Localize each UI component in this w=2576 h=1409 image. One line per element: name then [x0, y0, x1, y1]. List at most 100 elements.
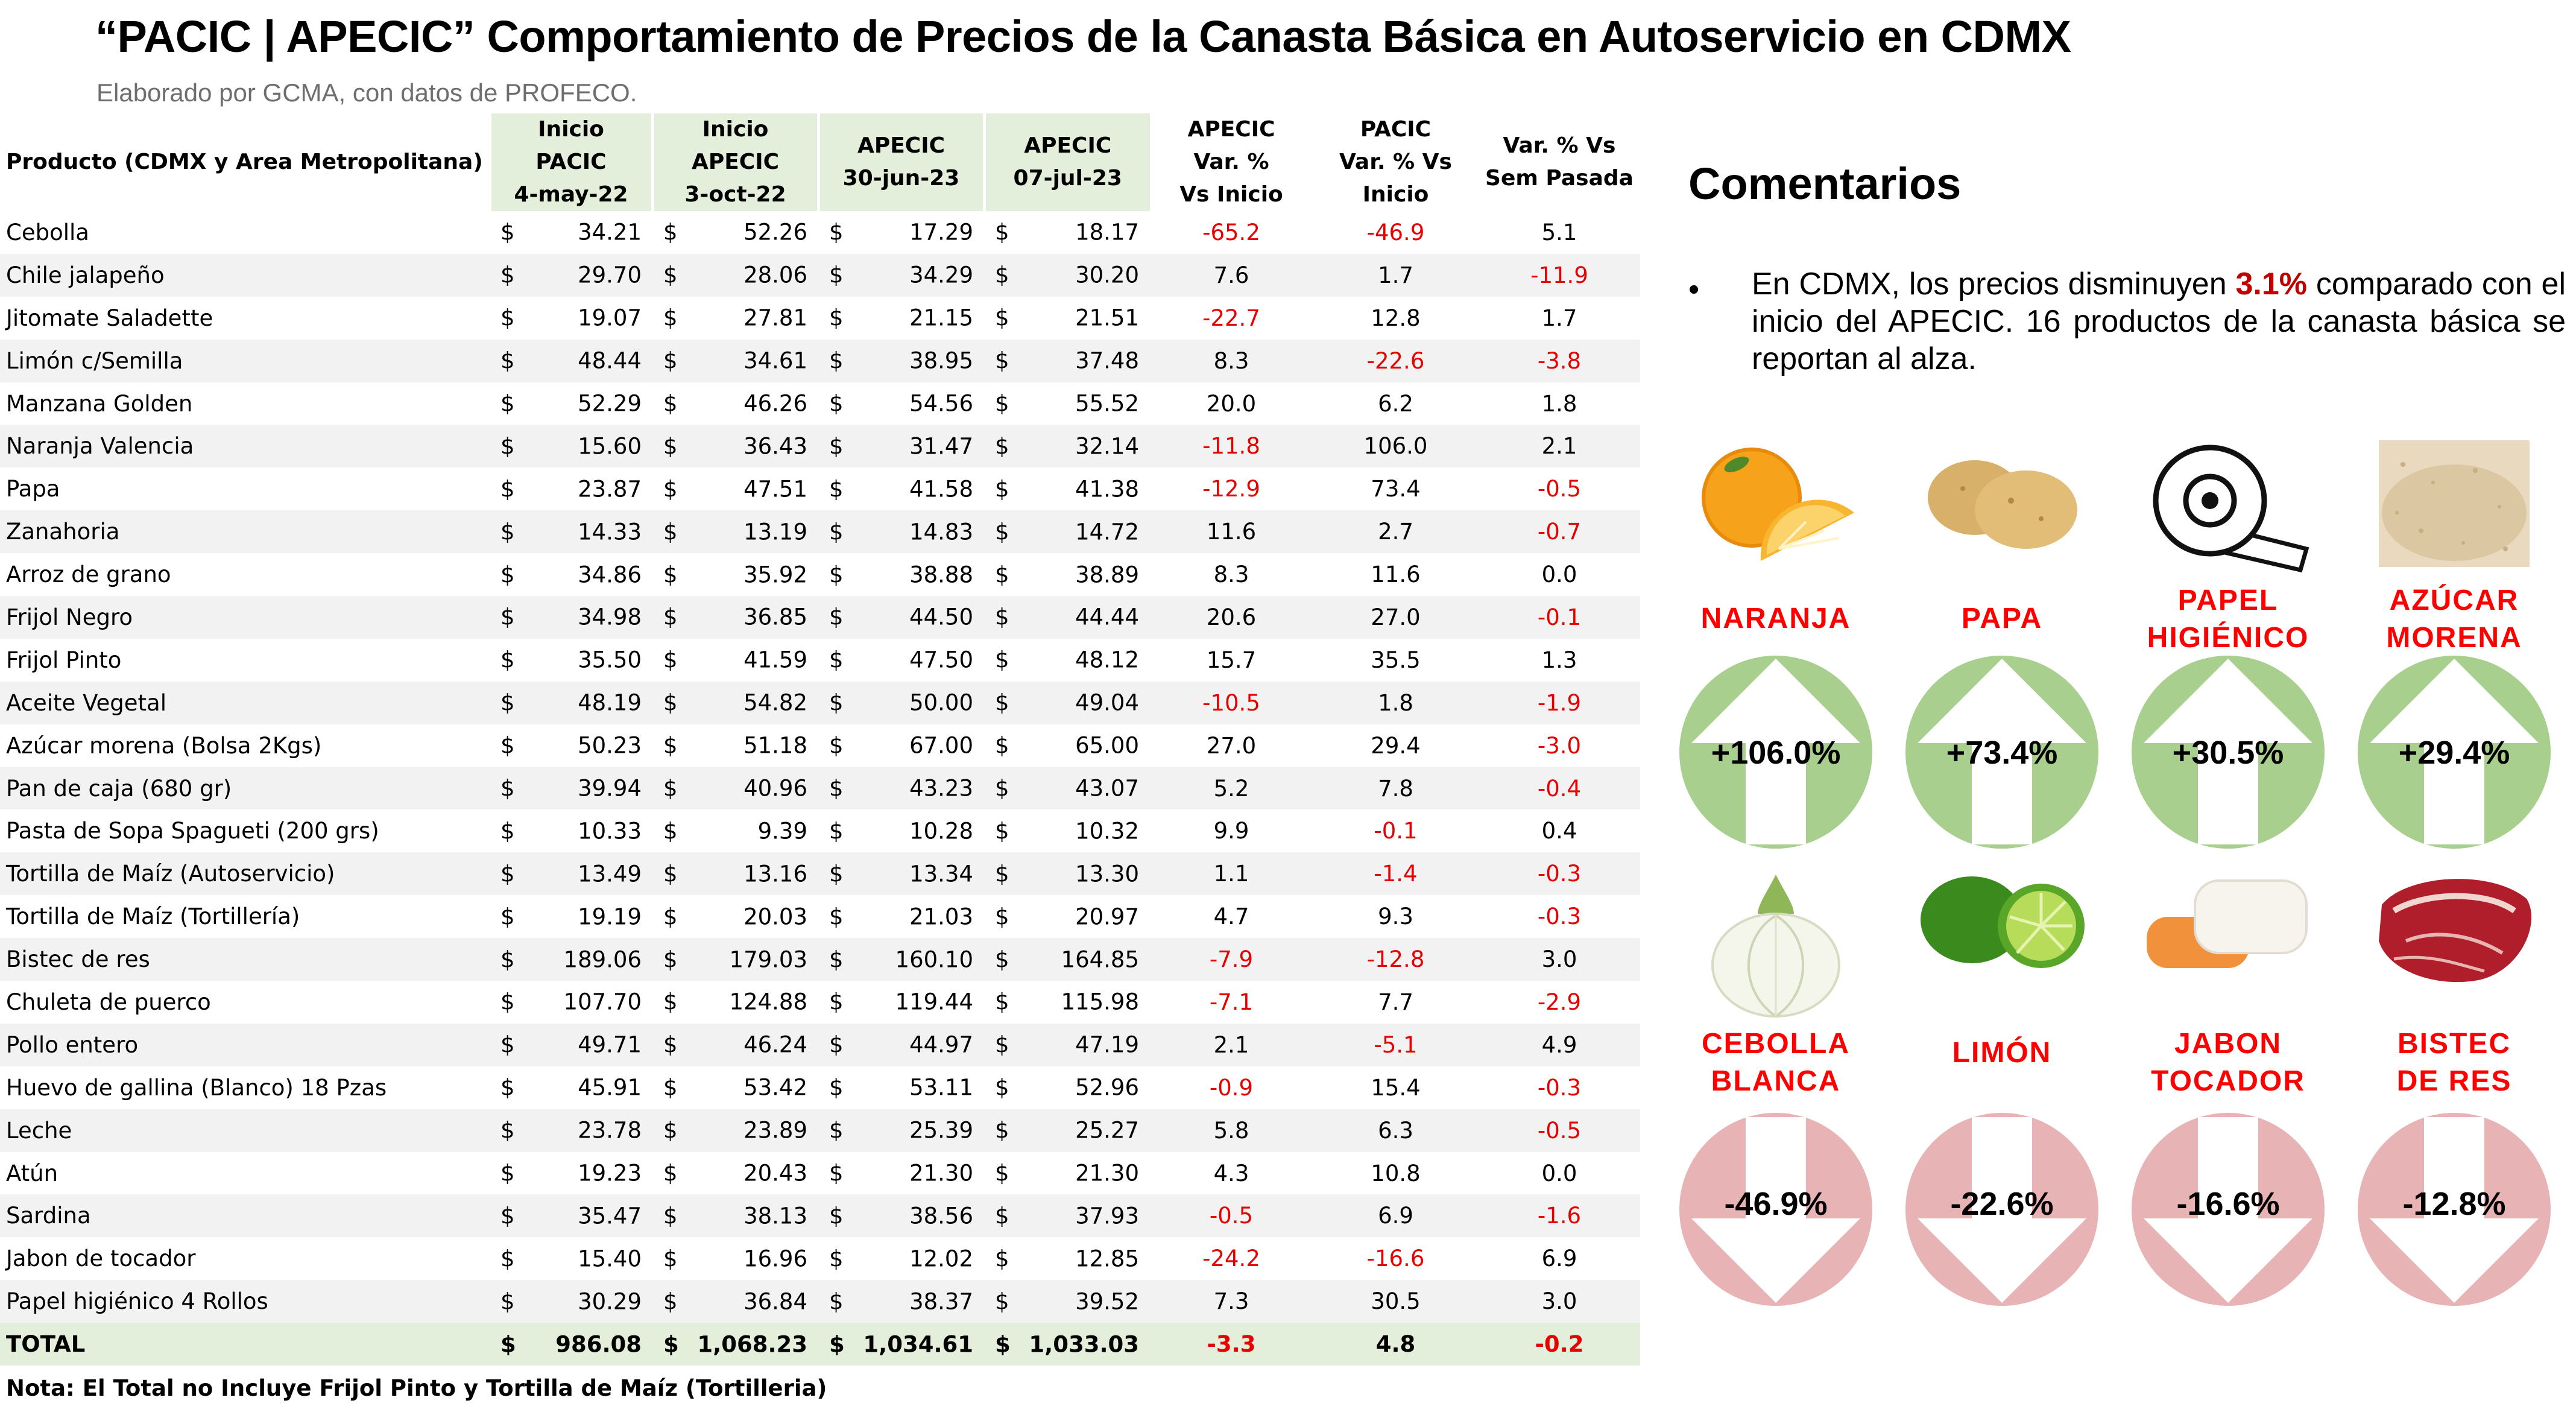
currency-symbol: $ — [663, 390, 678, 417]
price-value: 14.83 — [909, 519, 973, 545]
price-cell: $10.33 — [490, 809, 652, 852]
product-cell: Pan de caja (680 gr) — [0, 767, 490, 810]
variation-cell: 35.5 — [1371, 647, 1421, 673]
header-product: Producto (CDMX y Area Metropolitana) — [0, 113, 490, 211]
product-cell: Leche — [0, 1109, 490, 1152]
price-value: 40.96 — [743, 775, 807, 802]
currency-symbol: $ — [995, 1203, 1009, 1229]
price-cell: $46.24 — [652, 1023, 818, 1066]
header-inicio-apecic: Inicio APECIC 3-oct-22 — [651, 113, 818, 211]
currency-symbol: $ — [829, 1117, 844, 1144]
price-value: 1,068.23 — [697, 1331, 807, 1358]
price-value: 18.17 — [1075, 219, 1139, 245]
price-cell: $16.96 — [652, 1237, 818, 1280]
currency-symbol: $ — [500, 1160, 515, 1186]
table-row: Zanahoria $14.33 $13.19 $14.83 $14.72 11.6 2.7… — [0, 510, 1640, 554]
price-value: 13.49 — [578, 861, 642, 887]
product-label-line: JABON — [2174, 1028, 2282, 1060]
variation-cell: -0.3 — [1537, 904, 1582, 930]
price-value: 34.98 — [578, 604, 642, 630]
currency-symbol: $ — [829, 1203, 844, 1229]
price-value: 31.47 — [909, 433, 973, 460]
currency-symbol: $ — [663, 989, 678, 1015]
currency-symbol: $ — [995, 1246, 1009, 1272]
currency-symbol: $ — [829, 989, 844, 1015]
product-label-line: DE RES — [2396, 1065, 2512, 1097]
percent-change: -12.8% — [2402, 1186, 2506, 1222]
price-cell: $43.23 — [818, 767, 984, 810]
price-value: 27.81 — [743, 305, 807, 331]
price-cell: $55.52 — [984, 382, 1150, 425]
variation-cell: 2.7 — [1313, 510, 1479, 554]
price-value: 160.10 — [895, 946, 973, 973]
currency-symbol: $ — [500, 1288, 515, 1315]
price-cell: $15.40 — [490, 1237, 652, 1280]
currency-symbol: $ — [829, 861, 844, 887]
price-value: 13.19 — [743, 519, 807, 545]
currency-symbol: $ — [829, 519, 844, 545]
currency-symbol: $ — [500, 390, 515, 417]
price-cell: $13.49 — [490, 852, 652, 896]
price-increase-card: NARANJA +106.0% — [1676, 422, 1875, 856]
table-row: Frijol Pinto $35.50 $41.59 $47.50 $48.12 15.7… — [0, 639, 1640, 682]
price-value: 15.40 — [578, 1246, 642, 1272]
currency-symbol: $ — [663, 476, 678, 502]
currency-symbol: $ — [829, 732, 844, 759]
currency-symbol: $ — [829, 946, 844, 973]
variation-cell: 7.3 — [1150, 1280, 1313, 1323]
table-row: Pasta de Sopa Spagueti (200 grs) $10.33 $9… — [0, 809, 1640, 852]
price-cell: $40.96 — [652, 767, 818, 810]
price-value: 124.88 — [729, 989, 807, 1015]
price-cell: $65.00 — [984, 724, 1150, 767]
currency-symbol: $ — [995, 347, 1009, 374]
onion-icon — [1700, 869, 1851, 1022]
price-cell: $31.47 — [818, 425, 984, 468]
price-value: 41.38 — [1075, 476, 1139, 502]
table-row: Papa $23.87 $47.51 $41.58 $41.38 -12.9 73.4 -0.… — [0, 467, 1640, 510]
variation-cell: 9.3 — [1378, 904, 1413, 930]
price-cell: $164.85 — [984, 938, 1150, 981]
toilet-paper-icon — [2144, 440, 2312, 576]
product-cell: Frijol Pinto — [6, 647, 122, 673]
variation-cell: 4.9 — [1479, 1023, 1640, 1066]
price-cell: $10.32 — [984, 809, 1150, 852]
currency-symbol: $ — [500, 775, 515, 802]
price-value: 65.00 — [1075, 732, 1139, 759]
price-cell: $34.21 — [490, 211, 652, 254]
product-label: LIMÓN — [1890, 1034, 2114, 1072]
comments-title: Comentarios — [1688, 159, 1962, 209]
price-cell: $115.98 — [984, 981, 1150, 1024]
page-subtitle: Elaborado por GCMA, con datos de PROFECO… — [96, 78, 637, 107]
table-row: Arroz de grano $34.86 $35.92 $38.88 $38.89 8.… — [0, 553, 1640, 596]
price-value: 20.43 — [743, 1160, 807, 1186]
currency-symbol: $ — [500, 946, 515, 973]
price-cell: $44.50 — [818, 596, 984, 639]
variation-cell: 15.4 — [1371, 1074, 1421, 1101]
price-value: 986.08 — [555, 1331, 642, 1358]
price-value: 28.06 — [743, 262, 807, 288]
price-cell: $39.94 — [490, 767, 652, 810]
price-cell: $35.50 — [490, 639, 652, 682]
price-value: 54.56 — [909, 390, 973, 417]
currency-symbol: $ — [995, 390, 1009, 417]
price-cell: $1,068.23 — [652, 1323, 818, 1366]
product-cell: Jabon de tocador — [6, 1246, 196, 1272]
currency-symbol: $ — [995, 1160, 1009, 1186]
currency-symbol: $ — [829, 262, 844, 288]
product-cell: Chuleta de puerco — [6, 989, 211, 1015]
variation-cell: -0.2 — [1479, 1323, 1640, 1366]
currency-symbol: $ — [829, 562, 844, 588]
currency-symbol: $ — [663, 433, 678, 460]
product-cell: Cebolla — [6, 219, 89, 245]
currency-symbol: $ — [995, 519, 1009, 545]
variation-cell: -7.1 — [1209, 989, 1254, 1015]
price-cell: $44.44 — [984, 596, 1150, 639]
currency-symbol: $ — [995, 1031, 1009, 1058]
product-label: CEBOLLA BLANCA — [1664, 1025, 1887, 1100]
price-table: Producto (CDMX y Area Metropolitana) Ini… — [0, 113, 1640, 1366]
table-row: Leche $23.78 $23.89 $25.39 $25.27 5.8 6.3 -0.5 — [0, 1109, 1640, 1152]
variation-cell: 11.6 — [1371, 562, 1421, 588]
price-value: 1,034.61 — [863, 1331, 973, 1358]
price-value: 51.18 — [743, 732, 807, 759]
currency-symbol: $ — [663, 305, 678, 331]
